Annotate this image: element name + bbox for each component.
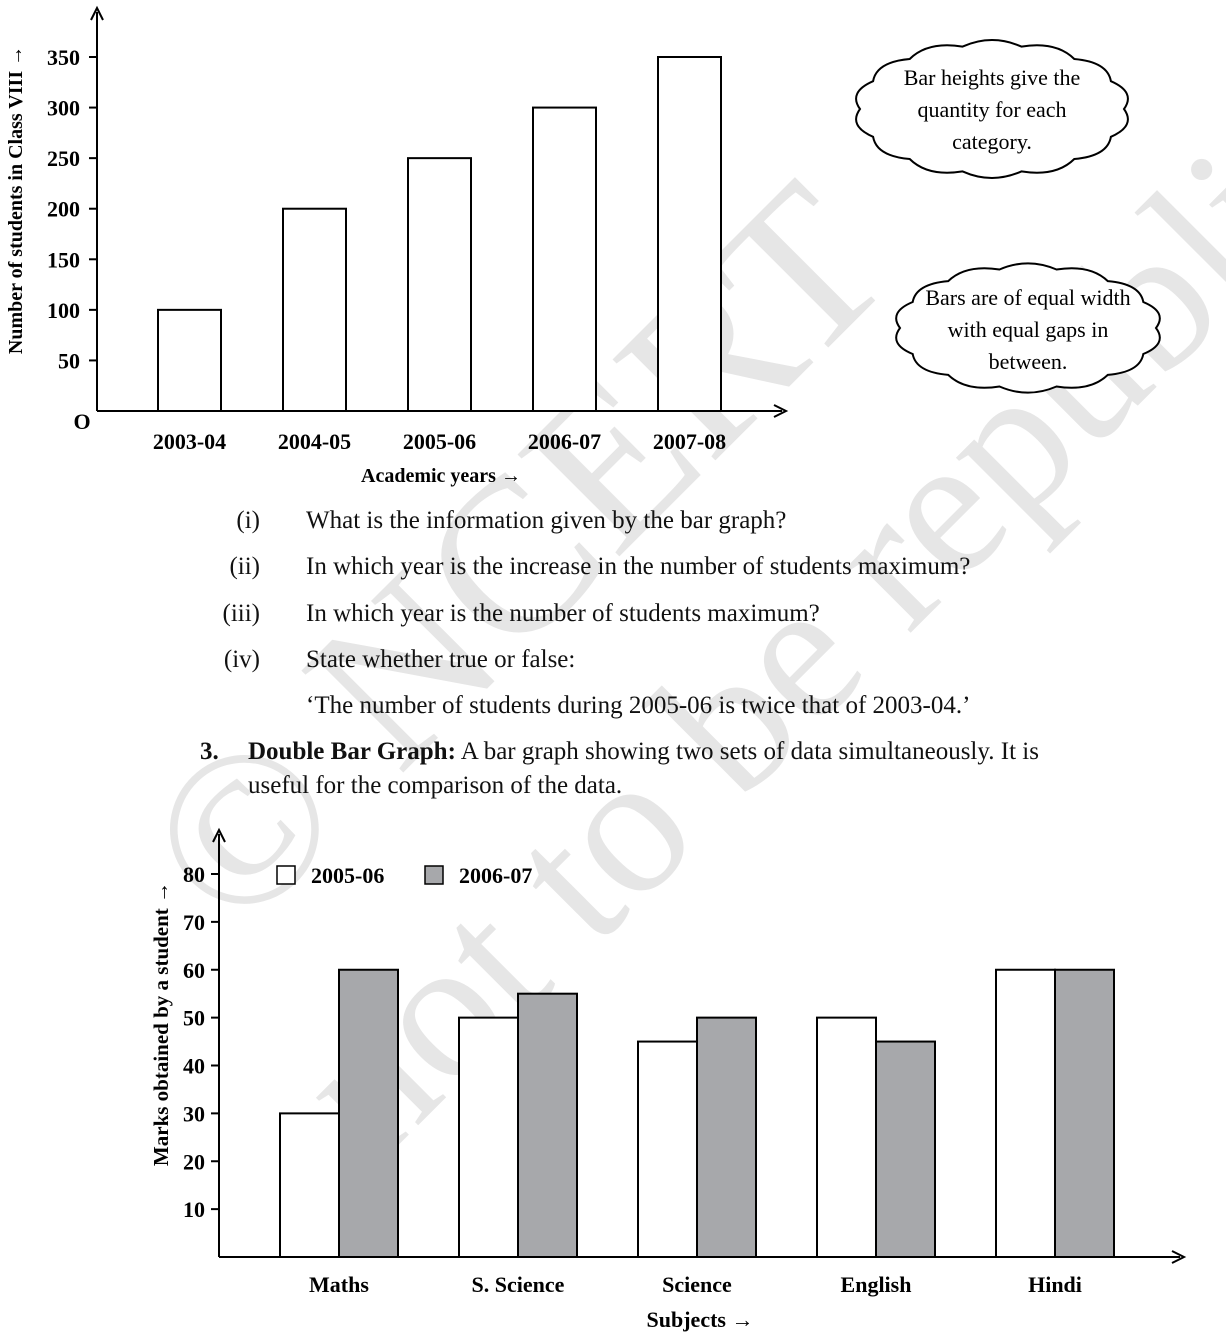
bar-Science-2005-06 <box>637 1040 698 1258</box>
y-tick-label: 150 <box>47 247 80 272</box>
bubble-text: Bars are of equal width <box>925 285 1130 310</box>
section-text-2: useful for the comparison of the data. <box>248 772 623 799</box>
y-tick-label: 60 <box>183 958 205 983</box>
bar-English-2005-06 <box>816 1016 877 1258</box>
y-tick-label: 50 <box>183 1006 205 1031</box>
bar-2006-07 <box>532 106 597 412</box>
y-tick-label: 50 <box>58 348 80 373</box>
bar-S. Science-2005-06 <box>458 1016 519 1258</box>
section-text: A bar graph showing two sets of data sim… <box>455 738 1039 765</box>
bar-2005-06 <box>407 157 472 412</box>
y-axis-arrow <box>90 5 104 21</box>
bar-Hindi-2005-06 <box>995 968 1056 1258</box>
x-tick-label: 2004-05 <box>278 429 351 454</box>
y-tick-label: 250 <box>47 146 80 171</box>
bar-Maths-2005-06 <box>279 1112 340 1258</box>
question-text: State whether true or false: <box>306 646 576 673</box>
x-tick-label: 2007-08 <box>653 429 726 454</box>
bubble-text: Bar heights give the <box>904 65 1081 90</box>
y-tick-label: 80 <box>183 862 205 887</box>
section-3-paragraph: 3. Double Bar Graph: A bar graph showing … <box>200 735 1220 803</box>
annotation-bubbles: Bar heights give the quantity for each cat… <box>855 39 1161 394</box>
x-tick-label: English <box>841 1272 912 1297</box>
x-tick-label: 2005-06 <box>403 429 476 454</box>
y-tick-label: 300 <box>47 96 80 121</box>
bar-2007-08 <box>657 56 722 412</box>
bar-2004-05 <box>282 207 347 412</box>
x-axis-label: Subjects → <box>647 1307 754 1332</box>
origin-label: O <box>73 409 90 434</box>
students-bar-chart: O 50 100 150 200 250 300 350 2003-04 2004-05 2005-… <box>5 5 789 487</box>
question-number: (i) <box>236 507 260 534</box>
y-tick-label: 30 <box>183 1101 205 1126</box>
bar-S. Science-2006-07 <box>517 992 578 1258</box>
question-text: What is the information given by the bar… <box>306 507 787 534</box>
legend-swatch <box>276 865 296 885</box>
bar-Hindi-2006-07 <box>1054 968 1115 1258</box>
y-tick-label: 200 <box>47 197 80 222</box>
x-tick-label: Maths <box>309 1272 369 1297</box>
y-tick-label: 20 <box>183 1149 205 1174</box>
bar-English-2006-07 <box>875 1040 936 1258</box>
y-tick-label: 350 <box>47 45 80 70</box>
y-tick-label: 100 <box>47 298 80 323</box>
question-text: In which year is the number of students … <box>306 600 820 627</box>
x-axis-label: Academic years → <box>361 465 521 487</box>
x-tick-label: 2006-07 <box>528 429 601 454</box>
question-number: (ii) <box>229 553 260 580</box>
y-axis-arrow <box>212 827 226 843</box>
cloud-bubble <box>895 262 1161 394</box>
bubble-text: between. <box>989 349 1068 374</box>
x-tick-label: 2003-04 <box>153 429 226 454</box>
bar-2003-04 <box>157 308 222 413</box>
y-tick-label: 70 <box>183 910 205 935</box>
x-tick-label: Hindi <box>1028 1272 1082 1297</box>
bubble-text: category. <box>952 129 1032 154</box>
bar-Maths-2006-07 <box>338 968 399 1258</box>
question-number: (iv) <box>223 646 260 673</box>
y-axis-label: Marks obtained by a student → <box>149 882 173 1166</box>
bar-Science-2006-07 <box>696 1016 757 1258</box>
y-axis-label: Number of students in Class VIII → <box>5 46 27 354</box>
section-number: 3. <box>200 738 219 765</box>
x-tick-label: Science <box>662 1272 732 1297</box>
bubble-text: quantity for each <box>917 97 1066 122</box>
legend-swatch <box>424 865 444 885</box>
y-tick-label: 10 <box>183 1197 205 1222</box>
x-axis-arrow <box>773 404 789 418</box>
legend-label: 2005-06 <box>311 863 384 888</box>
x-tick-label: S. Science <box>472 1272 565 1297</box>
question-text: In which year is the increase in the num… <box>306 553 971 580</box>
x-axis-arrow <box>1171 1250 1187 1264</box>
legend-label: 2006-07 <box>459 863 532 888</box>
cloud-bubble <box>855 39 1129 179</box>
section-heading: Double Bar Graph: <box>248 738 456 765</box>
y-tick-label: 40 <box>183 1054 205 1079</box>
true-false-statement: ‘The number of students during 2005-06 i… <box>306 692 971 719</box>
question-number: (iii) <box>222 600 261 627</box>
bubble-text: with equal gaps in <box>948 317 1109 342</box>
